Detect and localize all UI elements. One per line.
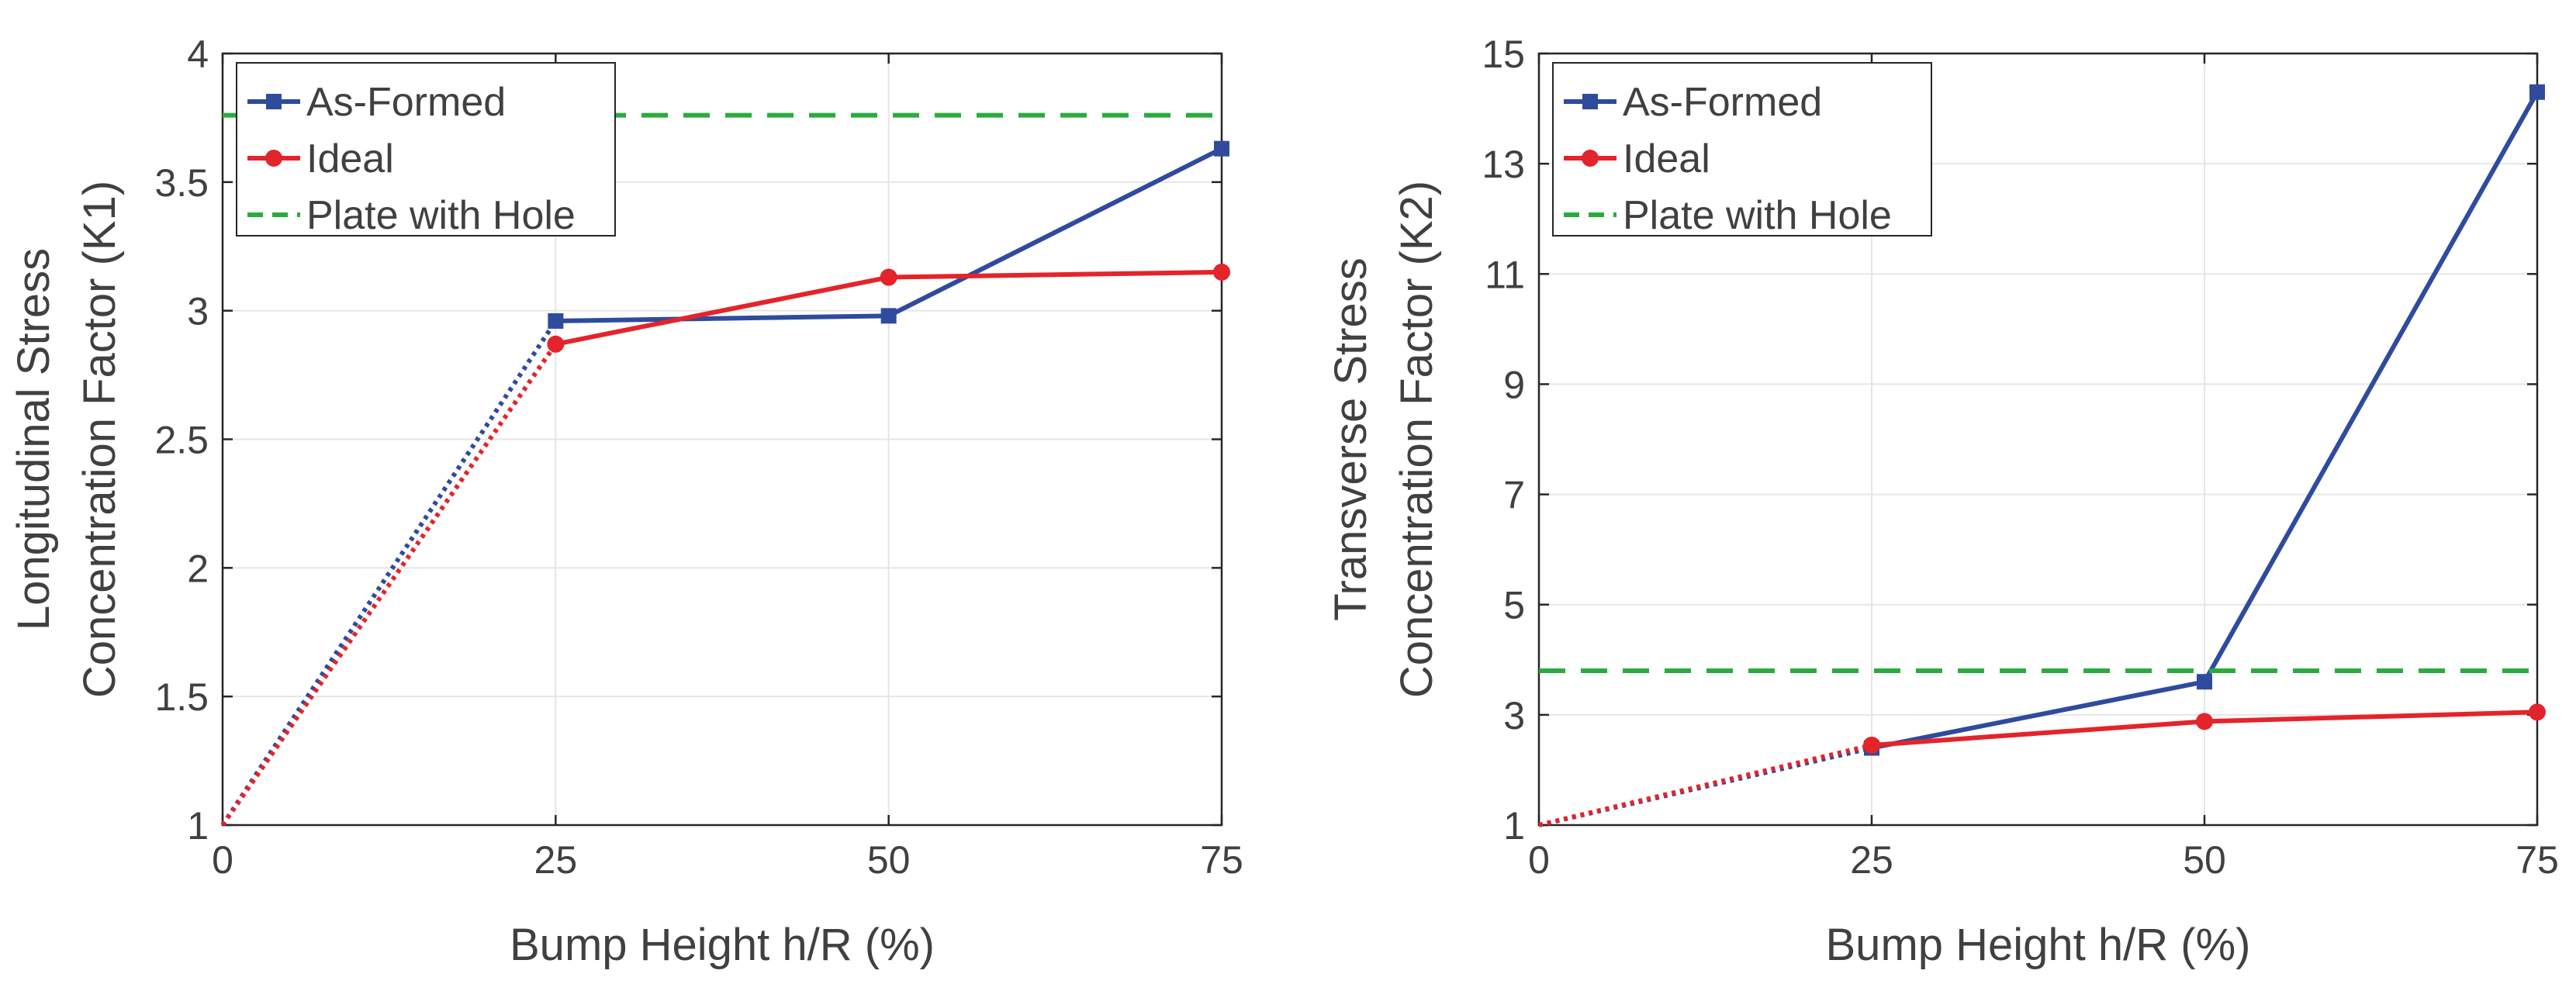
chart1-y-tick-label: 3.5 [154,161,209,205]
chart2-legend-box [1552,62,1932,237]
chart2-legend-as-formed-marker [1582,94,1598,109]
chart1-legend-plate-with-hole-label: Plate with Hole [306,193,576,238]
chart1-legend-as-formed-label: As-Formed [306,80,506,125]
chart2-legend-ideal-marker [1582,150,1599,167]
chart2-y-axis-label-line-2: Concentration Factor (K2) [1392,181,1442,698]
chart2-legend-as-formed-label: As-Formed [1623,80,1822,125]
chart1-y-tick-label: 3 [187,290,209,333]
chart2-y-tick-label: 3 [1503,694,1525,737]
chart1-legend-ideal-label: Ideal [306,136,394,181]
chart2-series-ideal-point [2529,703,2546,721]
chart2-y-tick-label: 15 [1482,33,1525,76]
chart2-axes-frame [1537,52,2539,827]
chart1-x-tick-label: 75 [1200,838,1243,882]
chart2-y-axis-label-line-1: Transverse Stress [1326,257,1376,620]
chart1-legend-ideal-marker [265,150,282,167]
chart1-series-as-formed-point [548,313,564,329]
chart2-series-ideal-point [1863,736,1880,754]
chart1-x-tick-label: 50 [867,838,911,882]
chart2-x-tick-label: 75 [2515,838,2559,882]
chart2-y-tick-label: 1 [1503,804,1525,848]
chart1-x-tick-label: 0 [212,838,233,882]
chart2-y-tick-label: 7 [1503,474,1525,517]
chart1-panel: 0 25 50 75 1 1.5 2 2.5 3 3.5 4 Bump Height h/R (%) L… [9,33,1243,970]
chart1-y-tick-label: 1.5 [154,675,209,719]
chart1-series-ideal-point [547,335,565,353]
chart1-y-tick-label: 2 [187,547,209,590]
chart2-y-tick-label: 11 [1485,253,1525,296]
chart1-legend-as-formed-marker [266,94,282,109]
chart2-y-tick-label: 5 [1503,584,1525,627]
chart1-y-axis-label-line-1: Longitudinal Stress [9,248,59,630]
chart1-y-axis-label-line-2: Concentration Factor (K1) [74,181,125,698]
chart2-legend: As-Formed Ideal Plate with Hole [1552,62,1932,238]
chart2-series-as-formed-point [2529,84,2545,100]
chart2-legend-plate-with-hole-label: Plate with Hole [1623,193,1892,238]
chart1-legend-box [236,62,616,237]
chart1-series-as-formed-point [880,308,897,324]
chart2-x-axis-label: Bump Height h/R (%) [1826,920,2251,970]
chart1-series-as-formed-extrapolation [220,319,558,827]
chart1-y-tick-label: 4 [187,33,209,76]
chart1-y-tick-label: 2.5 [154,419,209,462]
chart2-series-ideal-extrapolation [1538,743,1872,827]
chart2-x-tick-label: 0 [1528,838,1550,882]
chart1-x-axis-label: Bump Height h/R (%) [510,920,935,970]
chart2-x-tick-label: 25 [1850,838,1893,882]
chart1-y-tick-label: 1 [187,804,209,848]
chart1-legend: As-Formed Ideal Plate with Hole [236,62,616,238]
chart1-series-as-formed-point [1214,140,1229,157]
chart2-legend-ideal-label: Ideal [1623,136,1710,181]
chart2-y-tick-label: 9 [1503,363,1525,406]
chart2-series-as-formed-point [2197,674,2212,690]
chart1-series-ideal-point [1213,263,1230,281]
chart2-y-tick-label: 13 [1482,143,1525,186]
chart1-series-ideal-point [880,268,897,286]
chart2-series-ideal-point [2196,713,2213,730]
chart2-x-tick-label: 50 [2183,838,2226,882]
chart1-series-ideal-extrapolation [220,343,558,827]
chart1-x-tick-label: 25 [534,838,578,882]
